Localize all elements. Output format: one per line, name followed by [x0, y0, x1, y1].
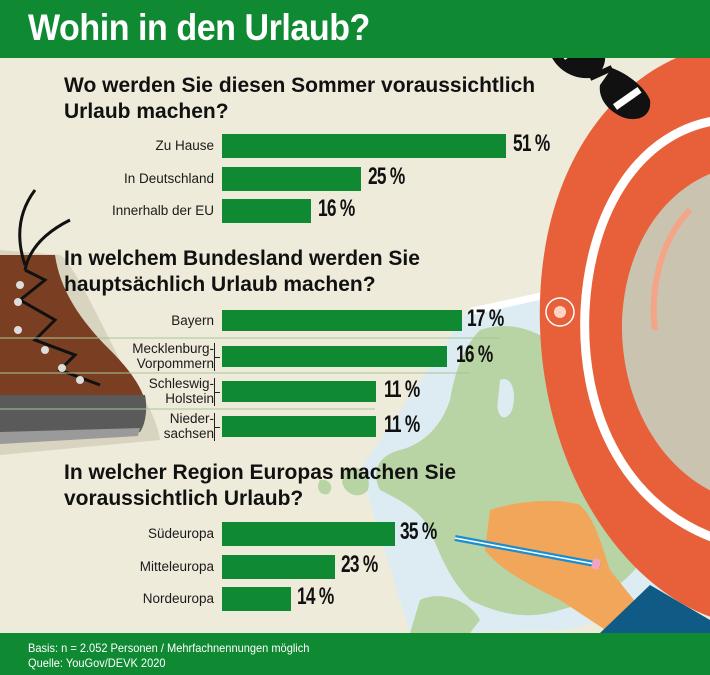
bar-label-line: sachsen	[163, 426, 214, 441]
bar-label: Zu Hause	[155, 138, 214, 153]
bar-label: Nordeuropa	[142, 591, 214, 606]
bar-niedersachsen	[222, 416, 376, 437]
bar-value: 51 %	[513, 130, 550, 157]
bar-suedeuropa	[222, 522, 395, 546]
question-title-3: In welcher Region Europas machen Sie vor…	[64, 460, 456, 512]
bar-label: Bayern	[171, 313, 214, 328]
bar-label: Südeuropa	[147, 526, 214, 541]
label-bracket	[214, 413, 220, 441]
bar-value: 14 %	[297, 583, 334, 610]
question-line: Wo werden Sie diesen Sommer voraussichtl…	[64, 74, 536, 97]
label-bracket	[214, 343, 220, 371]
bar-zu-hause	[222, 134, 506, 158]
page-title: Wohin in den Urlaub?	[28, 7, 370, 48]
question-line: In welcher Region Europas machen Sie	[64, 461, 457, 484]
header-banner: Wohin in den Urlaub?	[0, 0, 710, 58]
bar-value: 16 %	[318, 195, 355, 222]
bar-label-line: Holstein	[165, 391, 214, 406]
bar-mecklenburg-vorpommern	[222, 346, 447, 367]
question-line: In welchem Bundesland werden Sie	[64, 247, 420, 270]
question-line: Urlaub machen?	[64, 100, 229, 123]
bar-label-line: Nieder-	[169, 411, 214, 426]
bar-value: 25 %	[368, 163, 405, 190]
bar-value: 16 %	[456, 341, 493, 368]
bar-value: 35 %	[400, 518, 437, 545]
bar-value: 11 %	[384, 411, 420, 438]
bar-label: Mitteleuropa	[139, 559, 214, 574]
hand-with-pencil-illustration	[454, 500, 710, 633]
bar-bayern	[222, 310, 462, 331]
bar-label: In Deutschland	[123, 171, 214, 186]
bar-mitteleuropa	[222, 555, 335, 579]
bar-label: Mecklenburg- Vorpommern	[132, 341, 214, 371]
footer-basis: Basis: n = 2.052 Personen / Mehrfachnenn…	[28, 641, 310, 655]
question-title-2: In welchem Bundesland werden Sie hauptsä…	[64, 246, 420, 298]
footer-banner: Basis: n = 2.052 Personen / Mehrfachnenn…	[0, 633, 710, 675]
bar-label: Innerhalb der EU	[111, 203, 214, 218]
bar-label-line: Vorpommern	[136, 356, 214, 371]
bar-label-line: Mecklenburg-	[132, 341, 214, 356]
bar-label: Nieder- sachsen	[164, 411, 214, 441]
question-line: voraussichtlich Urlaub?	[64, 487, 304, 510]
bar-innerhalb-eu	[222, 199, 311, 223]
label-bracket	[214, 378, 220, 406]
hiking-boot-illustration	[0, 189, 160, 455]
bar-nordeuropa	[222, 587, 291, 611]
bar-in-deutschland	[222, 167, 361, 191]
swim-ring-illustration	[539, 46, 710, 617]
bar-label-line: Schleswig-	[148, 376, 214, 391]
question-line: hauptsächlich Urlaub machen?	[64, 273, 376, 296]
bar-label: Schleswig- Holstein	[149, 376, 214, 406]
footer-source: Quelle: YouGov/DEVK 2020	[28, 656, 166, 670]
bar-value: 11 %	[384, 376, 420, 403]
question-title-1: Wo werden Sie diesen Sommer voraussichtl…	[64, 73, 535, 125]
bar-value: 23 %	[341, 551, 378, 578]
bar-value: 17 %	[467, 305, 504, 332]
bar-schleswig-holstein	[222, 381, 376, 402]
